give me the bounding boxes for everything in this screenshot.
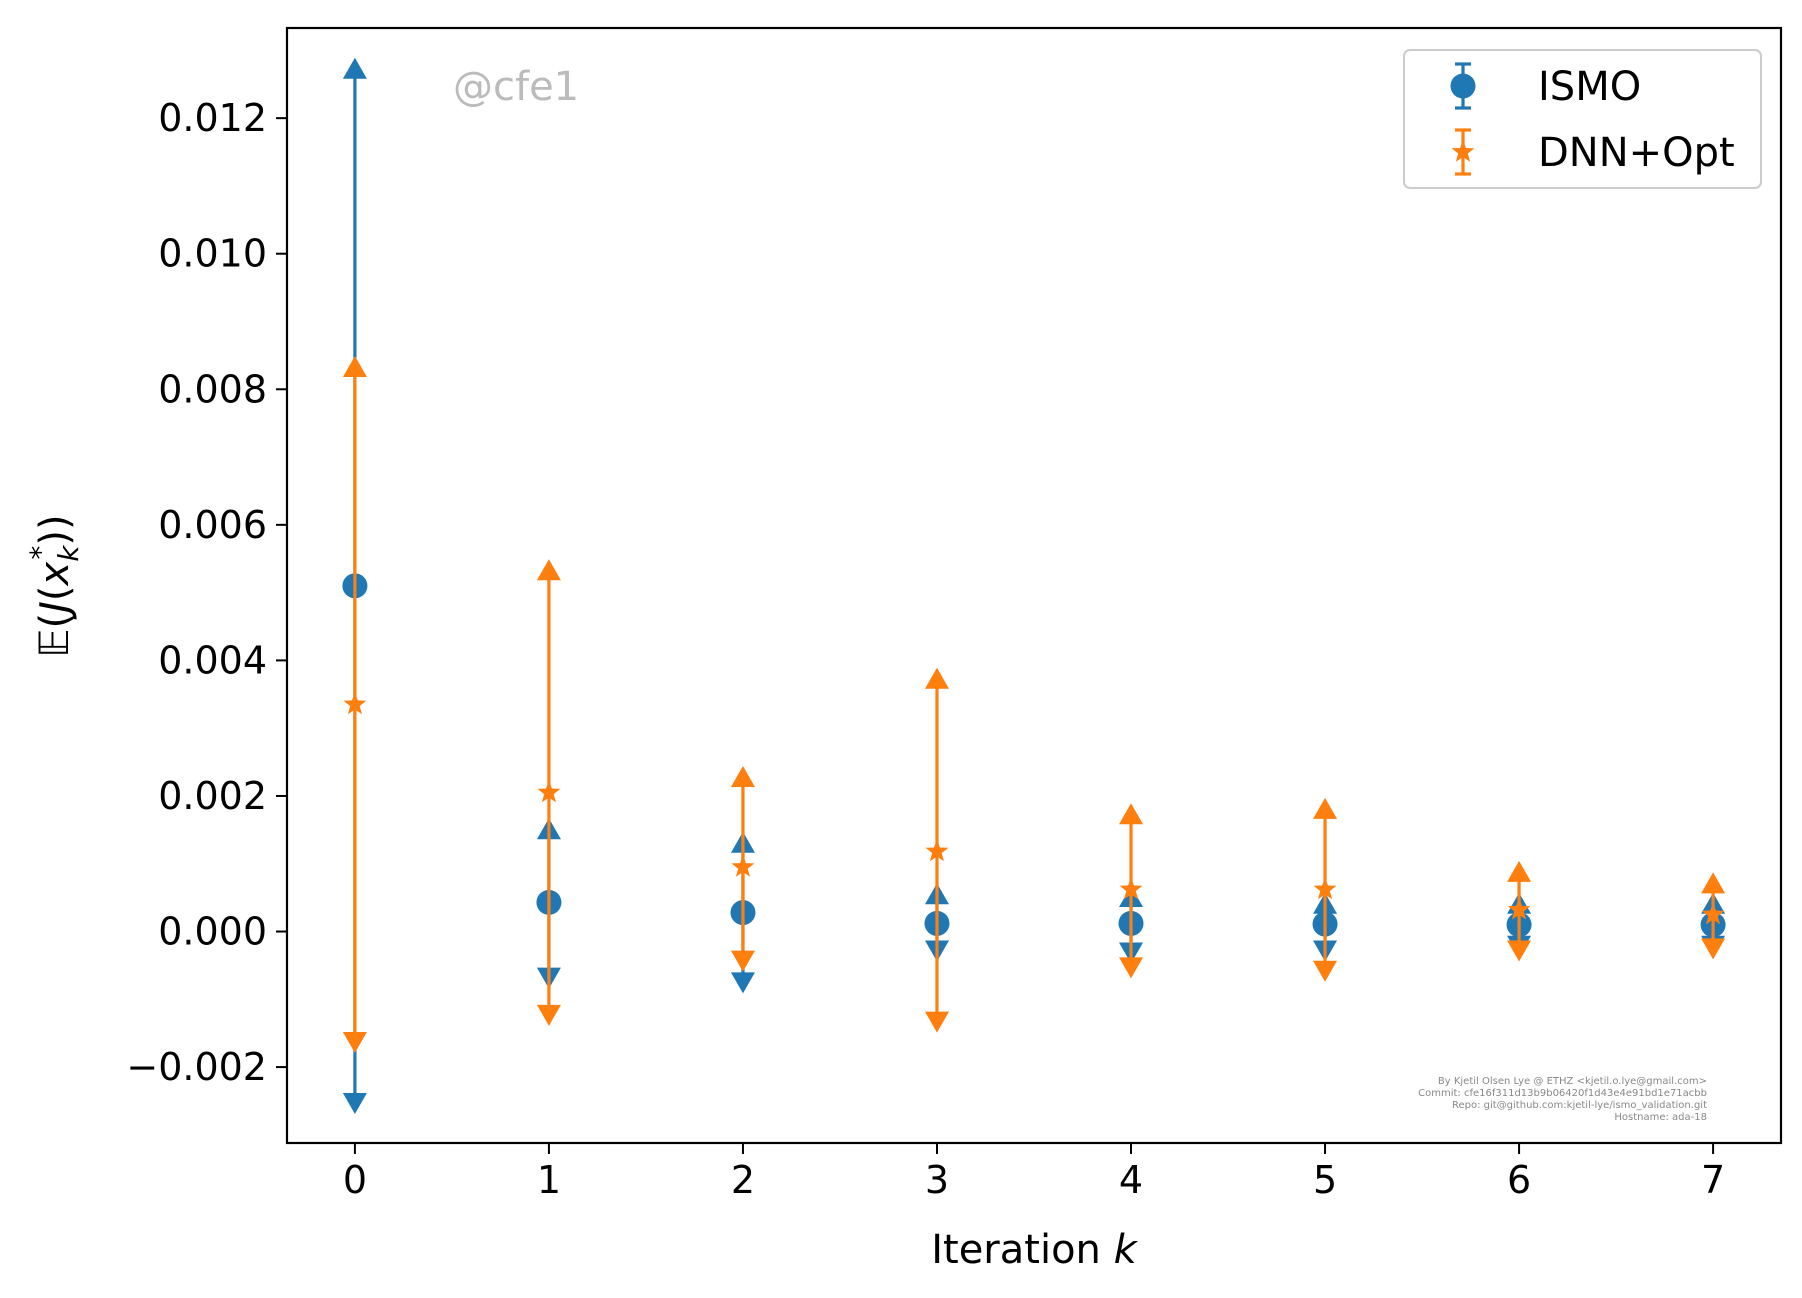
series-layer (342, 57, 1726, 1114)
error-cap-lower (342, 1031, 367, 1053)
data-point (1507, 897, 1531, 920)
y-axis-label: 𝔼(J(xk*)) (24, 514, 85, 657)
y-tick-label: 0.002 (158, 774, 267, 818)
y-axis-label-group: 𝔼(J(xk*)) (24, 514, 85, 657)
data-point (537, 780, 561, 803)
legend-marker (1450, 73, 1476, 99)
y-axis-label-tail: )) (32, 514, 78, 545)
data-point (731, 855, 755, 877)
error-cap-upper (730, 766, 755, 788)
data-point (343, 692, 367, 715)
credit-line: By Kjetil Olsen Lye @ ETHZ <kjetil.o.lye… (1438, 1076, 1707, 1087)
error-cap-upper (536, 559, 561, 581)
error-cap-upper (342, 57, 367, 79)
x-tick-label: 1 (537, 1158, 561, 1202)
error-cap-upper (1313, 797, 1338, 819)
credits-block: By Kjetil Olsen Lye @ ETHZ <kjetil.o.lye… (1418, 1076, 1707, 1123)
error-cap-lower (730, 950, 755, 972)
x-axis-label: Iteration k (931, 1227, 1138, 1273)
y-tick-label: 0.000 (158, 910, 267, 954)
y-tick-label: 0.008 (158, 367, 267, 411)
error-cap-upper (1701, 872, 1726, 894)
error-cap-lower (1313, 960, 1338, 982)
legend-entry: DNN+Opt (1451, 128, 1735, 176)
series-dnn-opt (342, 355, 1726, 1053)
data-point (1119, 877, 1143, 900)
error-cap-lower (536, 1004, 561, 1026)
error-cap-lower (1507, 940, 1532, 962)
legend: ISMO DNN+Opt (1403, 49, 1762, 189)
credit-line: Hostname: ada-18 (1614, 1112, 1707, 1123)
credit-line: Commit: cfe16f311d13b9b06420f1d43e4e91bd… (1418, 1088, 1707, 1099)
legend-label: DNN+Opt (1538, 130, 1735, 176)
error-cap-upper (1507, 860, 1532, 882)
x-tick-label: 4 (1119, 1158, 1143, 1202)
y-tick-label: 0.012 (158, 96, 267, 140)
y-tick-label: 0.006 (158, 503, 267, 547)
y-axis-label-paren: ( (32, 585, 78, 601)
error-cap-lower (1701, 938, 1726, 960)
x-axis-label-var: k (1114, 1227, 1139, 1273)
y-axis-label-head: 𝔼( (32, 613, 78, 658)
watermark: @cfe1 (453, 64, 579, 110)
error-cap-upper (1119, 803, 1144, 825)
error-cap-upper (924, 667, 949, 689)
legend-marker (1451, 140, 1475, 162)
y-axis-label-sub: k (52, 544, 85, 562)
x-tick-label: 2 (731, 1158, 755, 1202)
error-cap-upper (342, 355, 367, 377)
y-axis-label-sup: * (24, 546, 57, 560)
credit-line: Repo: git@github.com:kjetil-lye/ismo_val… (1452, 1100, 1707, 1111)
data-point (1313, 877, 1337, 900)
y-tick-label: −0.002 (126, 1045, 267, 1089)
error-cap-lower (730, 972, 755, 994)
y-axis-label-var: x (32, 561, 78, 587)
x-tick-label: 6 (1507, 1158, 1531, 1202)
error-cap-lower (1119, 957, 1144, 979)
axes-frame (285, 26, 1783, 1145)
data-point (1701, 902, 1725, 925)
error-cap-lower (342, 1092, 367, 1114)
x-tick-label: 3 (925, 1158, 949, 1202)
data-point (925, 839, 949, 862)
x-tick-label: 0 (343, 1158, 367, 1202)
legend-label: ISMO (1538, 64, 1641, 110)
x-axis-label-text: Iteration (931, 1227, 1113, 1273)
x-tick-label: 5 (1313, 1158, 1337, 1202)
legend-box (1403, 49, 1762, 189)
y-axis: −0.002 0.000 0.002 0.004 0.006 0.008 0.010 0.01… (126, 96, 287, 1089)
error-cap-lower (924, 1011, 949, 1033)
x-axis: 0 1 2 3 4 5 6 7 (343, 1143, 1725, 1202)
y-tick-label: 0.010 (158, 232, 267, 276)
y-tick-label: 0.004 (158, 638, 267, 682)
legend-entry: ISMO (1450, 62, 1641, 110)
x-tick-label: 7 (1701, 1158, 1725, 1202)
